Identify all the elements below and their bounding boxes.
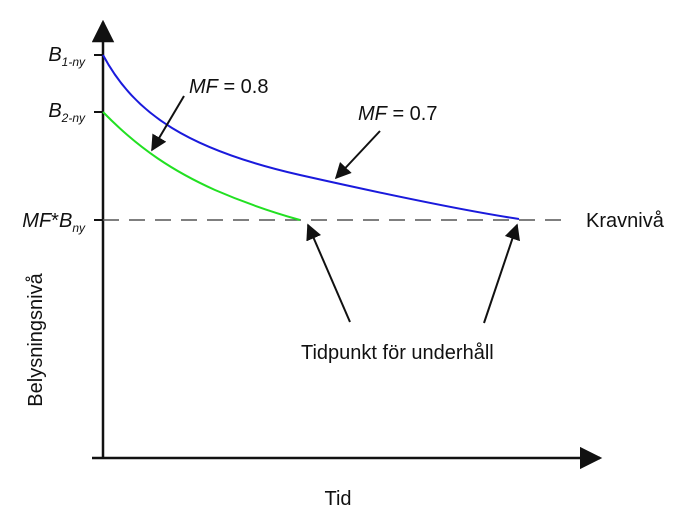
arrow-maintenance-green (306, 223, 351, 323)
x-axis-label: Tid (324, 488, 351, 510)
label-mf-08-value: = 0.8 (218, 76, 269, 98)
label-maintenance-time: Tidpunkt för underhåll (301, 342, 494, 364)
label-b2-ny: B2-ny (48, 100, 86, 125)
label-b1-ny: B1-ny (48, 44, 86, 69)
label-req-sub: ny (72, 221, 86, 235)
label-req-main: B (59, 210, 72, 232)
label-kravniva: Kravnivå (586, 210, 665, 232)
label-req-star: * (51, 210, 59, 232)
y-axis-label: Belysningsnivå (25, 272, 47, 406)
arrow-mf-07 (334, 130, 381, 180)
curve-mf-07 (102, 54, 520, 220)
label-mf-08-mf: MF (189, 76, 220, 98)
label-mf-08: MF = 0.8 (189, 76, 269, 98)
label-mf-07-mf: MF (358, 103, 389, 125)
label-b2-main: B (48, 100, 61, 122)
curve-mf-08 (102, 111, 301, 221)
label-mf-b-ny: MF*Bny (22, 210, 86, 235)
arrow-maintenance-blue (483, 223, 520, 324)
label-req-prefix: MF (22, 210, 53, 232)
label-mf-07-value: = 0.7 (387, 103, 438, 125)
label-mf-07: MF = 0.7 (358, 103, 438, 125)
label-b1-main: B (48, 44, 61, 66)
arrow-mf-08 (151, 95, 185, 152)
label-b2-sub: 2-ny (61, 111, 86, 125)
label-b1-sub: 1-ny (62, 55, 86, 69)
